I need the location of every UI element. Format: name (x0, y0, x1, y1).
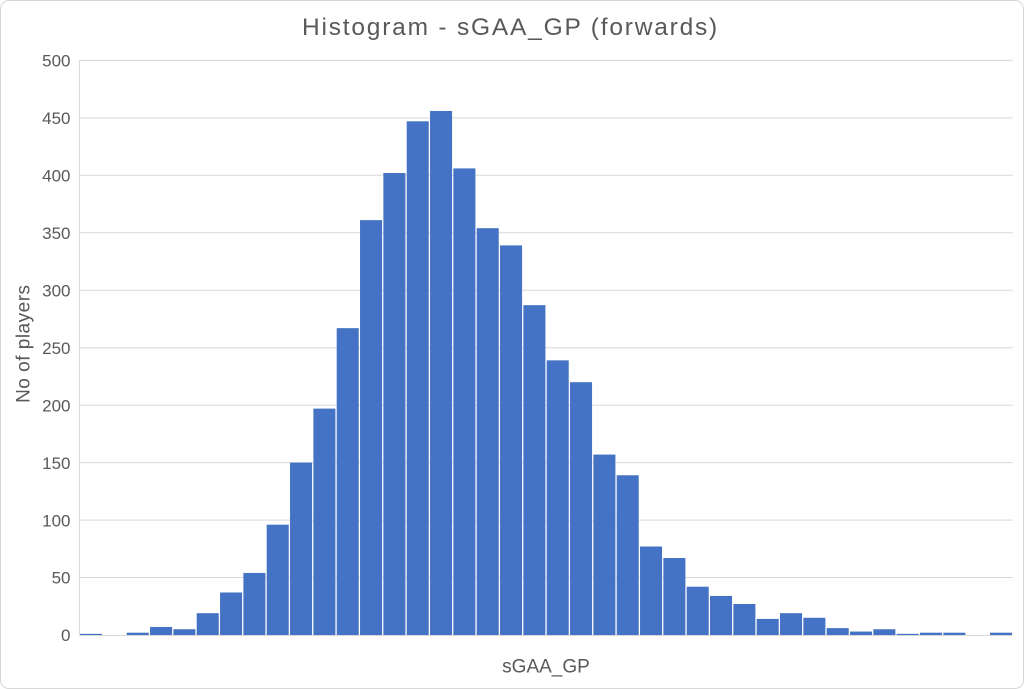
svg-text:sGAA_GP: sGAA_GP (502, 657, 590, 678)
svg-text:200: 200 (42, 396, 70, 415)
svg-text:450: 450 (42, 109, 70, 128)
svg-text:400: 400 (42, 167, 70, 186)
svg-text:0: 0 (61, 626, 70, 645)
svg-text:500: 500 (42, 52, 70, 71)
svg-text:150: 150 (42, 454, 70, 473)
svg-text:250: 250 (42, 339, 70, 358)
svg-text:Histogram - sGAA_GP (forwards): Histogram - sGAA_GP (forwards) (302, 14, 719, 41)
svg-text:100: 100 (42, 511, 70, 530)
svg-text:No of players: No of players (13, 284, 34, 402)
svg-text:350: 350 (42, 224, 70, 243)
svg-text:50: 50 (52, 569, 71, 588)
svg-text:300: 300 (42, 281, 70, 300)
